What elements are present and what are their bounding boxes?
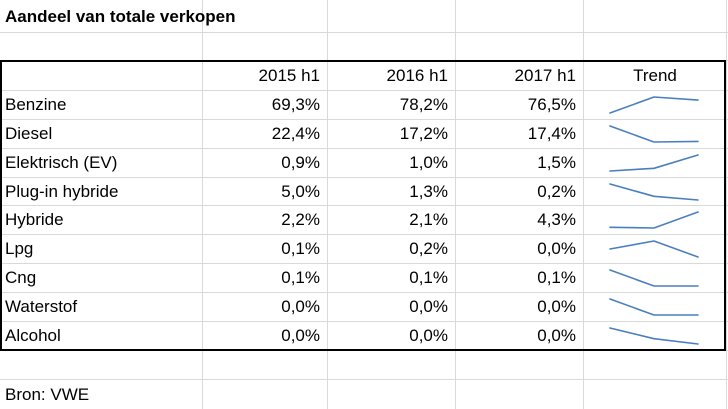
table-cell[interactable]: 0,0% — [281, 326, 320, 345]
table-cell[interactable]: 0,1% — [281, 239, 320, 258]
gridline — [0, 119, 728, 120]
table-border — [0, 60, 726, 351]
row-label[interactable]: Benzine — [5, 95, 67, 114]
trend-sparkline[interactable] — [609, 240, 699, 258]
row-label[interactable]: Elektrisch (EV) — [5, 153, 118, 172]
table-cell[interactable]: 22,4% — [271, 124, 320, 143]
table-cell[interactable]: 2,1% — [409, 210, 448, 229]
sparkline-series — [609, 183, 699, 201]
table-cell[interactable]: 0,1% — [281, 268, 320, 287]
gridline — [0, 263, 728, 264]
trend-sparkline[interactable] — [609, 183, 699, 201]
gridline — [202, 0, 203, 409]
table-cell[interactable]: 5,0% — [281, 182, 320, 201]
table-cell[interactable]: 0,0% — [537, 297, 576, 316]
table-cell[interactable]: 0,0% — [409, 326, 448, 345]
table-cell[interactable]: 0,9% — [281, 153, 320, 172]
table-cell[interactable]: 0,0% — [409, 297, 448, 316]
table-cell[interactable]: 1,3% — [409, 182, 448, 201]
column-header-2016[interactable]: 2016 h1 — [386, 66, 448, 85]
gridline — [0, 32, 728, 33]
row-label[interactable]: Waterstof — [5, 297, 78, 316]
sparkline-series — [609, 154, 699, 172]
row-label[interactable]: Diesel — [5, 124, 53, 143]
sparkline-series — [609, 211, 699, 229]
gridline — [726, 0, 727, 409]
sparkline-series — [609, 269, 699, 287]
table-cell[interactable]: 0,2% — [409, 239, 448, 258]
trend-sparkline[interactable] — [609, 269, 699, 287]
trend-sparkline[interactable] — [609, 327, 699, 345]
sparkline-series — [609, 125, 699, 143]
source-note[interactable]: Bron: VWE — [5, 385, 90, 404]
table-cell[interactable]: 0,0% — [537, 326, 576, 345]
row-label[interactable]: Hybride — [5, 210, 64, 229]
table-cell[interactable]: 0,2% — [537, 182, 576, 201]
table-cell[interactable]: 0,0% — [537, 239, 576, 258]
gridline — [0, 234, 728, 235]
gridline — [0, 148, 728, 149]
gridline — [455, 0, 456, 409]
table-cell[interactable]: 1,0% — [409, 153, 448, 172]
row-label[interactable]: Plug-in hybride — [5, 182, 119, 201]
gridline — [0, 379, 728, 380]
table-cell[interactable]: 76,5% — [527, 95, 576, 114]
gridline — [327, 0, 328, 409]
trend-sparkline[interactable] — [609, 298, 699, 316]
row-label[interactable]: Cng — [5, 268, 37, 287]
trend-sparkline[interactable] — [609, 96, 699, 114]
table-cell[interactable]: 69,3% — [271, 95, 320, 114]
table-cell[interactable]: 4,3% — [537, 210, 576, 229]
table-cell[interactable]: 0,0% — [281, 297, 320, 316]
column-header-2017[interactable]: 2017 h1 — [514, 66, 576, 85]
table-cell[interactable]: 17,2% — [399, 124, 448, 143]
row-label[interactable]: Alcohol — [5, 326, 61, 345]
table-cell[interactable]: 17,4% — [527, 124, 576, 143]
table-cell[interactable]: 1,5% — [537, 153, 576, 172]
gridline — [0, 292, 728, 293]
table-cell[interactable]: 78,2% — [399, 95, 448, 114]
gridline — [0, 205, 728, 206]
gridline — [0, 177, 728, 178]
sparkline-series — [609, 240, 699, 258]
gridline — [0, 90, 728, 91]
gridline — [583, 0, 584, 409]
sparkline-series — [609, 298, 699, 316]
table-cell[interactable]: 0,1% — [537, 268, 576, 287]
sheet-title[interactable]: Aandeel van totale verkopen — [5, 7, 236, 26]
column-header-2015[interactable]: 2015 h1 — [258, 66, 320, 85]
row-label[interactable]: Lpg — [5, 239, 34, 258]
sparkline-series — [609, 96, 699, 114]
sparkline-series — [609, 327, 699, 345]
column-header-trend[interactable]: Trend — [633, 66, 677, 85]
table-cell[interactable]: 2,2% — [281, 210, 320, 229]
table-cell[interactable]: 0,1% — [409, 268, 448, 287]
trend-sparkline[interactable] — [609, 125, 699, 143]
trend-sparkline[interactable] — [609, 211, 699, 229]
trend-sparkline[interactable] — [609, 154, 699, 172]
gridline — [0, 321, 728, 322]
